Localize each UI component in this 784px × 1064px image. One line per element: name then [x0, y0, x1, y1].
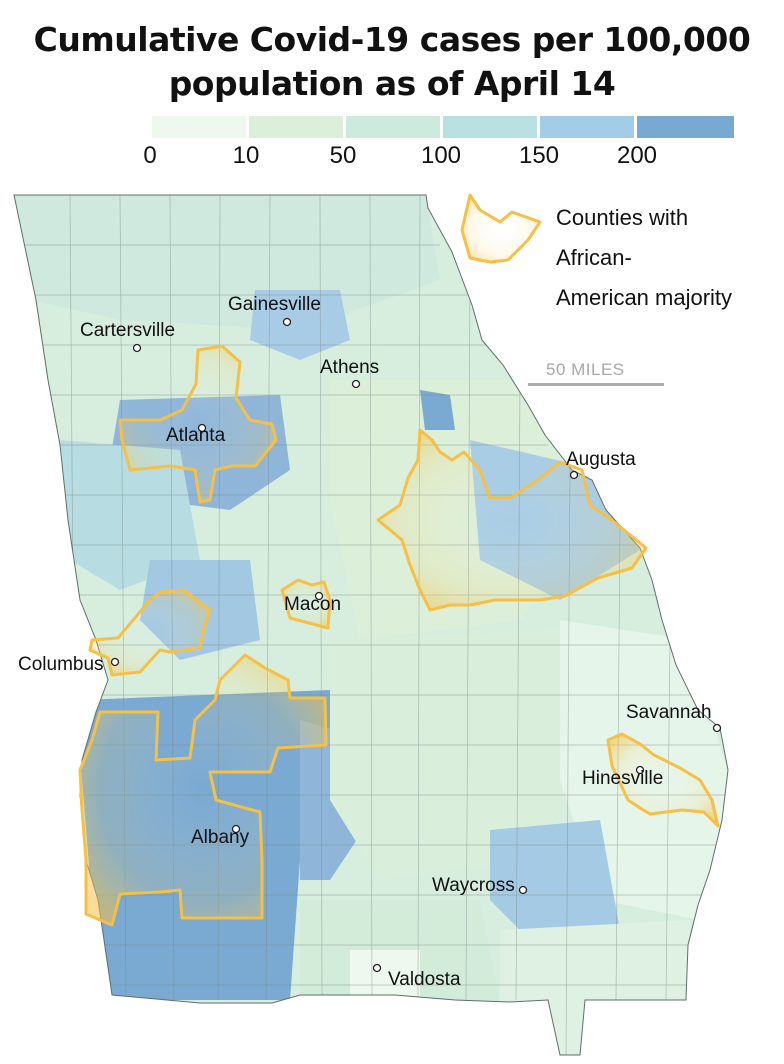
city-markers: Gainesville Cartersville Athens Atlanta … [18, 294, 722, 990]
city-label-gainesville: Gainesville [228, 294, 321, 315]
city-label-valdosta: Valdosta [388, 969, 461, 990]
city-valdosta: Valdosta [372, 963, 461, 990]
city-label-albany: Albany [191, 827, 250, 848]
city-waycross: Waycross [432, 875, 528, 896]
legend-tick-100: 100 [420, 142, 462, 169]
region-east-high-cluster [420, 390, 455, 430]
majority-outline-southwest [78, 653, 328, 927]
majority-outline-hinesville [606, 732, 720, 828]
city-label-hinesville: Hinesville [582, 768, 663, 789]
majority-legend-swatch [460, 193, 542, 264]
city-augusta: Augusta [566, 449, 636, 480]
city-athens: Athens [320, 357, 379, 389]
city-label-cartersville: Cartersville [80, 320, 175, 341]
legend-swatch-50-100 [346, 116, 440, 138]
region-south-central [330, 630, 600, 880]
legend-tick-10: 10 [232, 142, 260, 169]
scale-bar [528, 383, 664, 386]
legend-swatch-0-10 [152, 116, 246, 138]
region-valdosta-pale [350, 950, 420, 1000]
city-label-savannah: Savannah [626, 702, 712, 723]
majority-legend-line-3: American majority [556, 285, 733, 310]
majority-outline-atlanta [118, 344, 278, 504]
legend-tick-0: 0 [143, 142, 157, 169]
city-label-columbus: Columbus [18, 654, 104, 675]
city-label-atlanta: Atlanta [166, 425, 226, 446]
majority-legend-line-1: Counties with [556, 205, 689, 230]
majority-outline-columbus [88, 588, 212, 677]
region-waycross-high [490, 820, 620, 950]
map-title: Cumulative Covid-19 cases per 100,000 po… [0, 18, 784, 106]
city-label-athens: Athens [320, 357, 379, 378]
region-west-central [60, 440, 200, 590]
majority-outline-east-central [376, 428, 648, 612]
city-label-augusta: Augusta [566, 449, 636, 470]
city-savannah: Savannah [626, 702, 722, 733]
legend-swatch-150-200 [540, 116, 634, 138]
city-atlanta: Atlanta [166, 423, 226, 446]
city-label-waycross: Waycross [432, 875, 515, 896]
scale-label: 50 MILES [546, 360, 625, 379]
region-southeast-light [500, 920, 690, 1055]
region-gainesville-high [250, 290, 350, 360]
city-gainesville: Gainesville [228, 294, 321, 327]
legend-swatch-200-plus [637, 116, 734, 138]
color-legend: 0 10 50 100 150 200 [0, 114, 784, 174]
legend-tick-150: 150 [518, 142, 560, 169]
title-line-2: population as of April 14 [168, 64, 616, 103]
title-line-1: Cumulative Covid-19 cases per 100,000 [33, 20, 751, 59]
legend-swatch-10-50 [249, 116, 343, 138]
legend-tick-200: 200 [616, 142, 658, 169]
city-macon: Macon [284, 591, 341, 615]
georgia-state-outline [13, 194, 729, 1056]
city-albany: Albany [191, 824, 250, 848]
city-label-macon: Macon [284, 594, 341, 615]
city-cartersville: Cartersville [80, 320, 175, 353]
majority-legend-line-2: African- [556, 245, 632, 270]
legend-swatch-100-150 [443, 116, 537, 138]
city-hinesville: Hinesville [582, 765, 663, 789]
african-american-majority-outlines [78, 344, 720, 927]
city-columbus: Columbus [18, 654, 120, 675]
legend-tick-50: 50 [329, 142, 357, 169]
